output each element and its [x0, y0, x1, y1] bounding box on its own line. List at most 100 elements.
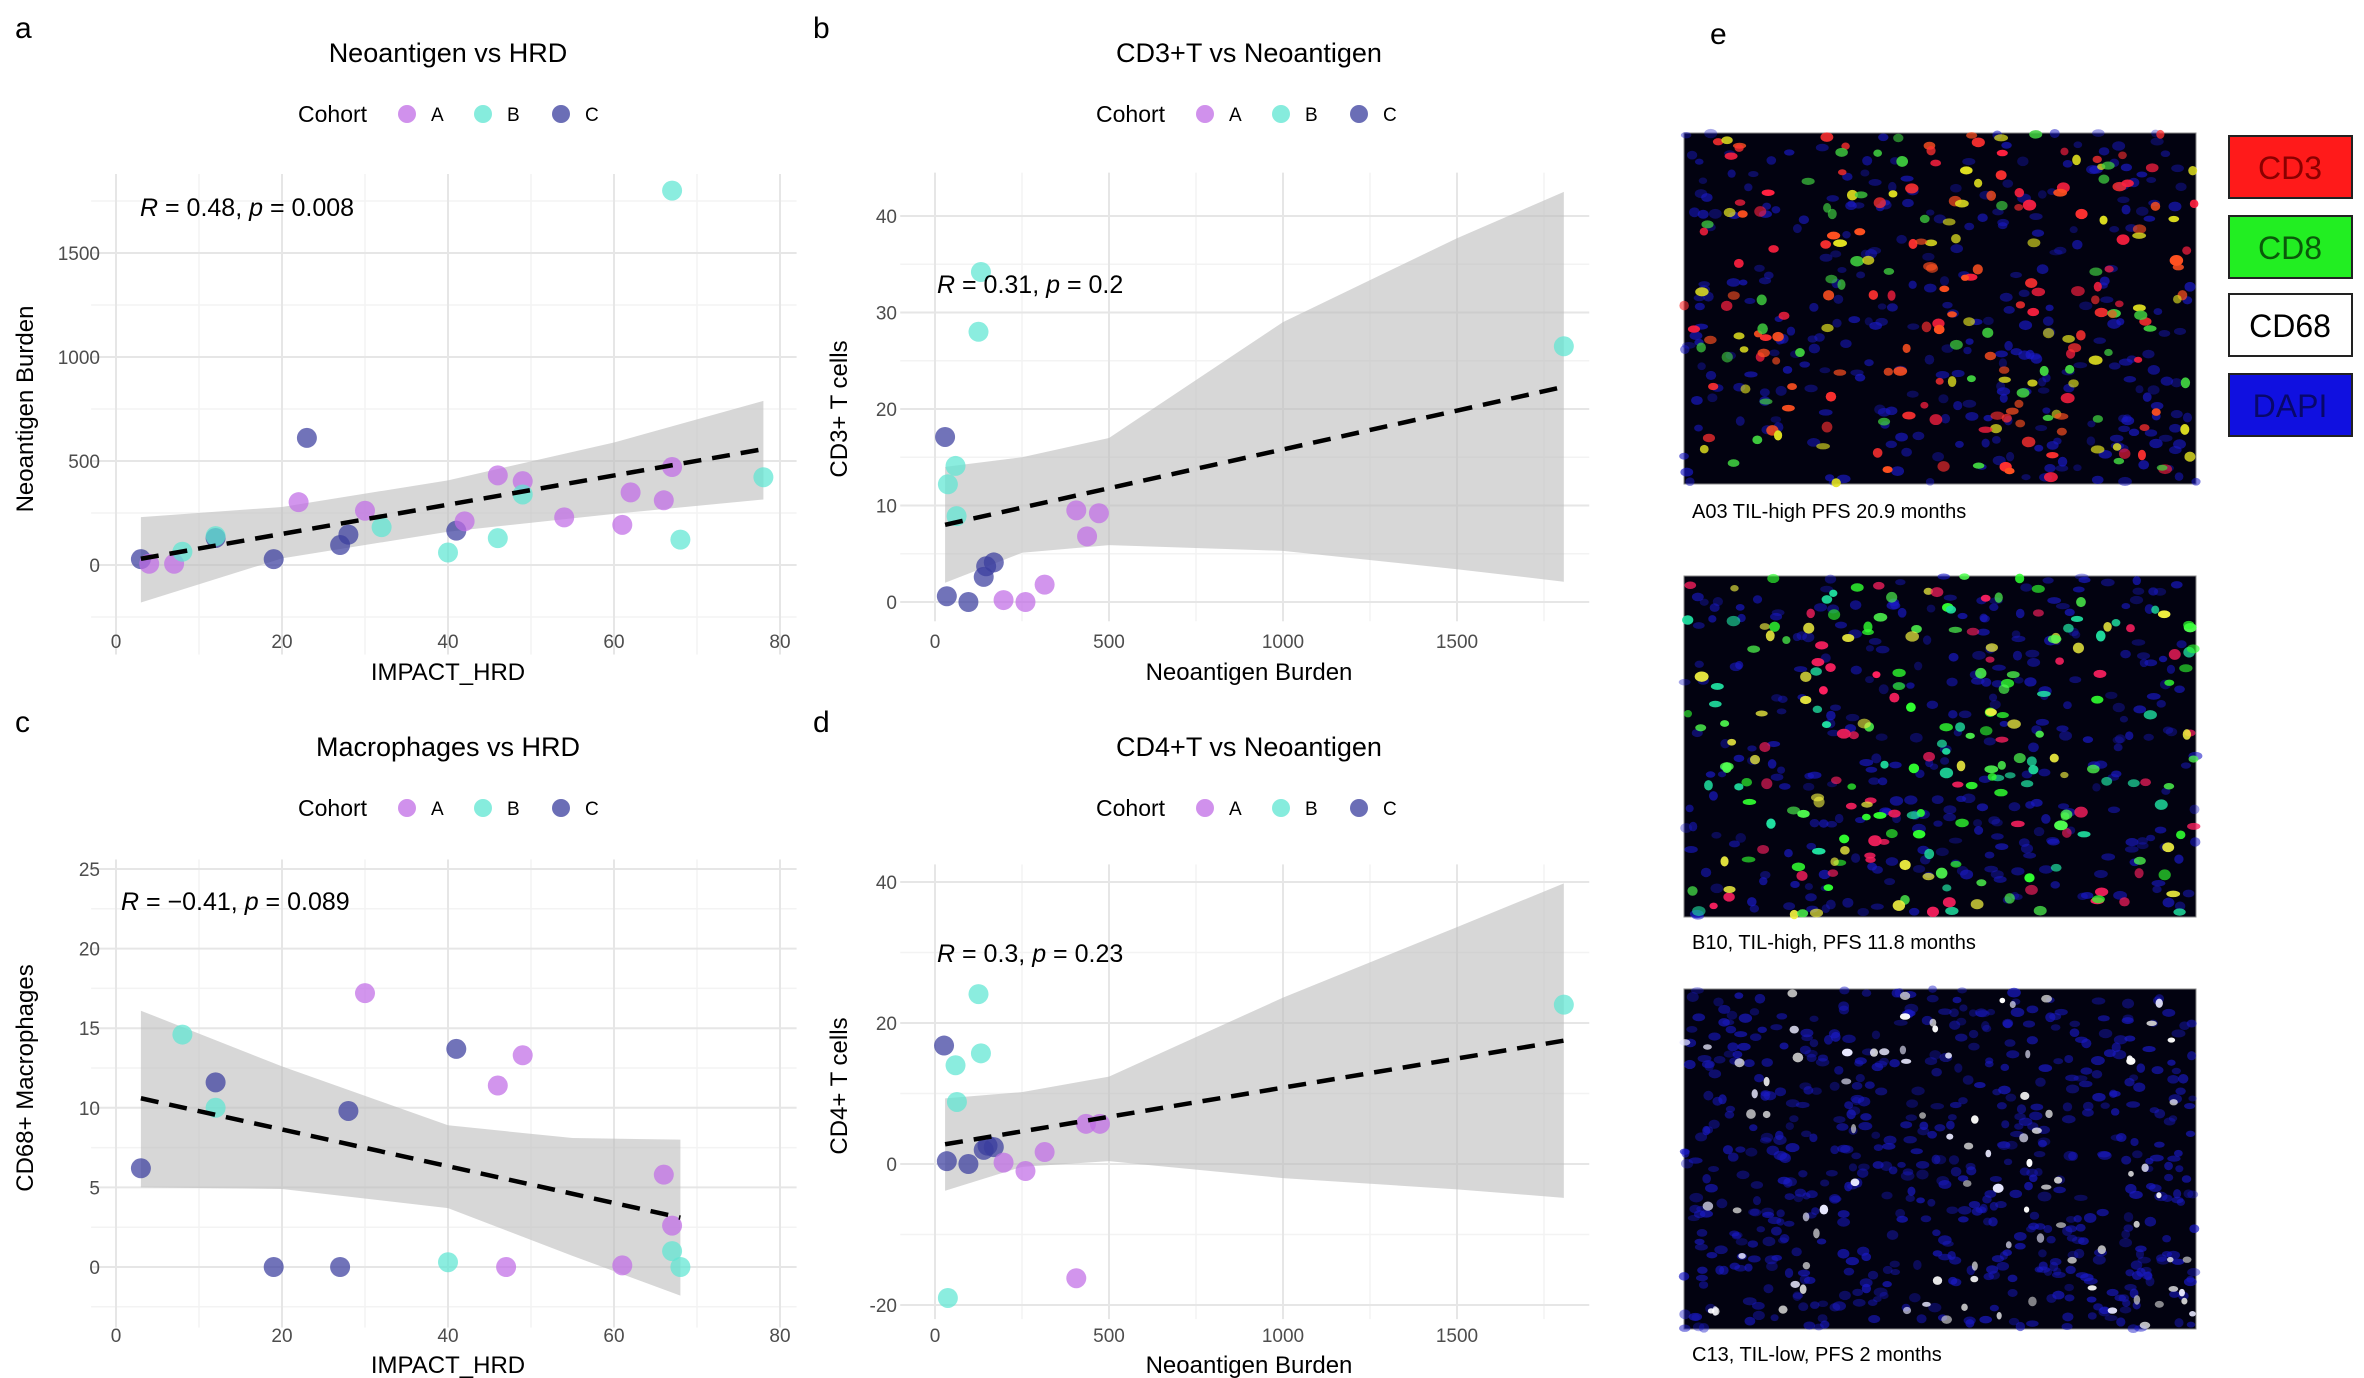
stained-cell	[1850, 1178, 1860, 1187]
stained-cell	[2093, 669, 2107, 678]
nucleus-dot	[1936, 1176, 1950, 1186]
stained-cell	[1792, 1052, 1804, 1063]
stained-cell	[2132, 304, 2146, 312]
nucleus-dot	[2014, 1242, 2026, 1250]
nucleus-dot	[2007, 987, 2021, 998]
nucleus-dot	[2023, 852, 2037, 859]
nucleus-dot	[2184, 281, 2196, 292]
nucleus-dot	[1996, 1102, 2007, 1110]
nucleus-dot	[2065, 1074, 2079, 1082]
nucleus-dot	[1830, 250, 1842, 258]
nucleus-dot	[1828, 1029, 1841, 1039]
y-tick-label: 0	[89, 1258, 100, 1279]
stained-cell	[1996, 200, 2008, 211]
nucleus-dot	[1792, 632, 1802, 642]
nucleus-dot	[1897, 1161, 1906, 1168]
nucleus-dot	[2013, 1232, 2027, 1241]
nucleus-dot	[2176, 640, 2187, 649]
stained-cell	[2176, 830, 2186, 840]
stained-cell	[1847, 783, 1857, 790]
stained-cell	[1946, 1133, 1954, 1140]
stained-cell	[1797, 909, 1809, 918]
stained-cell	[1933, 324, 1945, 335]
nucleus-dot	[2114, 734, 2126, 744]
nucleus-dot	[2001, 1120, 2010, 1129]
nucleus-dot	[1760, 1090, 1771, 1097]
y-tick-label: 20	[876, 400, 897, 421]
stained-cell	[1998, 684, 2010, 695]
stained-cell	[1769, 621, 1780, 632]
nucleus-dot	[1842, 1034, 1856, 1044]
nucleus-dot	[1749, 1008, 1760, 1016]
nucleus-dot	[2167, 1074, 2180, 1084]
stained-cell	[1929, 1018, 1937, 1027]
stained-cell	[2132, 224, 2147, 234]
nucleus-dot	[1962, 399, 1977, 408]
stained-cell	[2145, 163, 2159, 173]
nucleus-dot	[1962, 157, 1976, 166]
nucleus-dot	[1983, 414, 1993, 422]
nucleus-dot	[1764, 1255, 1778, 1265]
stained-cell	[2094, 887, 2109, 897]
nucleus-dot	[1686, 1025, 1698, 1033]
stained-cell	[1996, 712, 2009, 719]
nucleus-dot	[1925, 478, 1935, 486]
stained-cell	[1920, 401, 1929, 409]
nucleus-dot	[2168, 201, 2182, 212]
nucleus-dot	[2009, 1189, 2023, 1199]
y-tick-label: 20	[876, 1014, 897, 1035]
nucleus-dot	[1737, 1042, 1751, 1051]
nucleus-dot	[1926, 209, 1935, 216]
nucleus-dot	[2042, 407, 2051, 414]
nucleus-dot	[1699, 598, 1709, 606]
nucleus-dot	[1750, 1033, 1762, 1042]
r-value: = 0.48,	[158, 194, 249, 222]
nucleus-dot	[1695, 1274, 1708, 1282]
nucleus-dot	[2164, 1173, 2174, 1182]
nucleus-dot	[1767, 759, 1777, 769]
nucleus-dot	[2113, 1035, 2128, 1045]
stained-cell	[2179, 664, 2193, 673]
stained-cell	[1926, 145, 1936, 156]
nucleus-dot	[1996, 1261, 2010, 1271]
stained-cell	[2039, 365, 2049, 377]
nucleus-dot	[2185, 1130, 2196, 1137]
stained-cell	[2188, 755, 2199, 763]
stained-cell	[1751, 1089, 1758, 1099]
nucleus-dot	[2064, 608, 2075, 617]
data-point-B	[945, 1055, 966, 1076]
y-tick-label: 40	[876, 873, 897, 894]
nucleus-dot	[1697, 209, 1709, 219]
stained-cell	[1746, 1109, 1756, 1119]
panel-letter: b	[813, 12, 830, 45]
nucleus-dot	[1820, 585, 1834, 593]
stained-cell	[2166, 890, 2181, 898]
nucleus-dot	[1896, 1215, 1908, 1223]
nucleus-dot	[1858, 1122, 1873, 1131]
nucleus-dot	[1704, 1061, 1714, 1072]
nucleus-dot	[1758, 277, 1772, 285]
stained-cell	[2173, 294, 2182, 304]
stained-cell	[2101, 161, 2115, 170]
nucleus-dot	[1735, 1238, 1748, 1246]
stained-cell	[1825, 274, 1838, 284]
nucleus-dot	[2051, 1271, 2066, 1279]
nucleus-dot	[2069, 226, 2078, 234]
nucleus-dot	[2145, 1183, 2156, 1190]
nucleus-dot	[2150, 402, 2164, 410]
stained-cell	[1767, 573, 1780, 584]
nucleus-dot	[2039, 865, 2053, 874]
nucleus-dot	[2123, 376, 2137, 383]
nucleus-dot	[1852, 1288, 1864, 1297]
stained-cell	[1828, 609, 1841, 621]
nucleus-dot	[2131, 639, 2146, 646]
stained-cell	[1886, 591, 1898, 603]
stained-cell	[1892, 668, 1906, 678]
stained-cell	[1879, 1048, 1890, 1056]
stained-cell	[1840, 846, 1850, 855]
nucleus-dot	[1724, 1110, 1735, 1119]
legend-title: Cohort	[298, 101, 368, 127]
stained-cell	[2118, 448, 2131, 459]
stained-cell	[1694, 671, 1709, 682]
stained-cell	[1878, 838, 1890, 845]
